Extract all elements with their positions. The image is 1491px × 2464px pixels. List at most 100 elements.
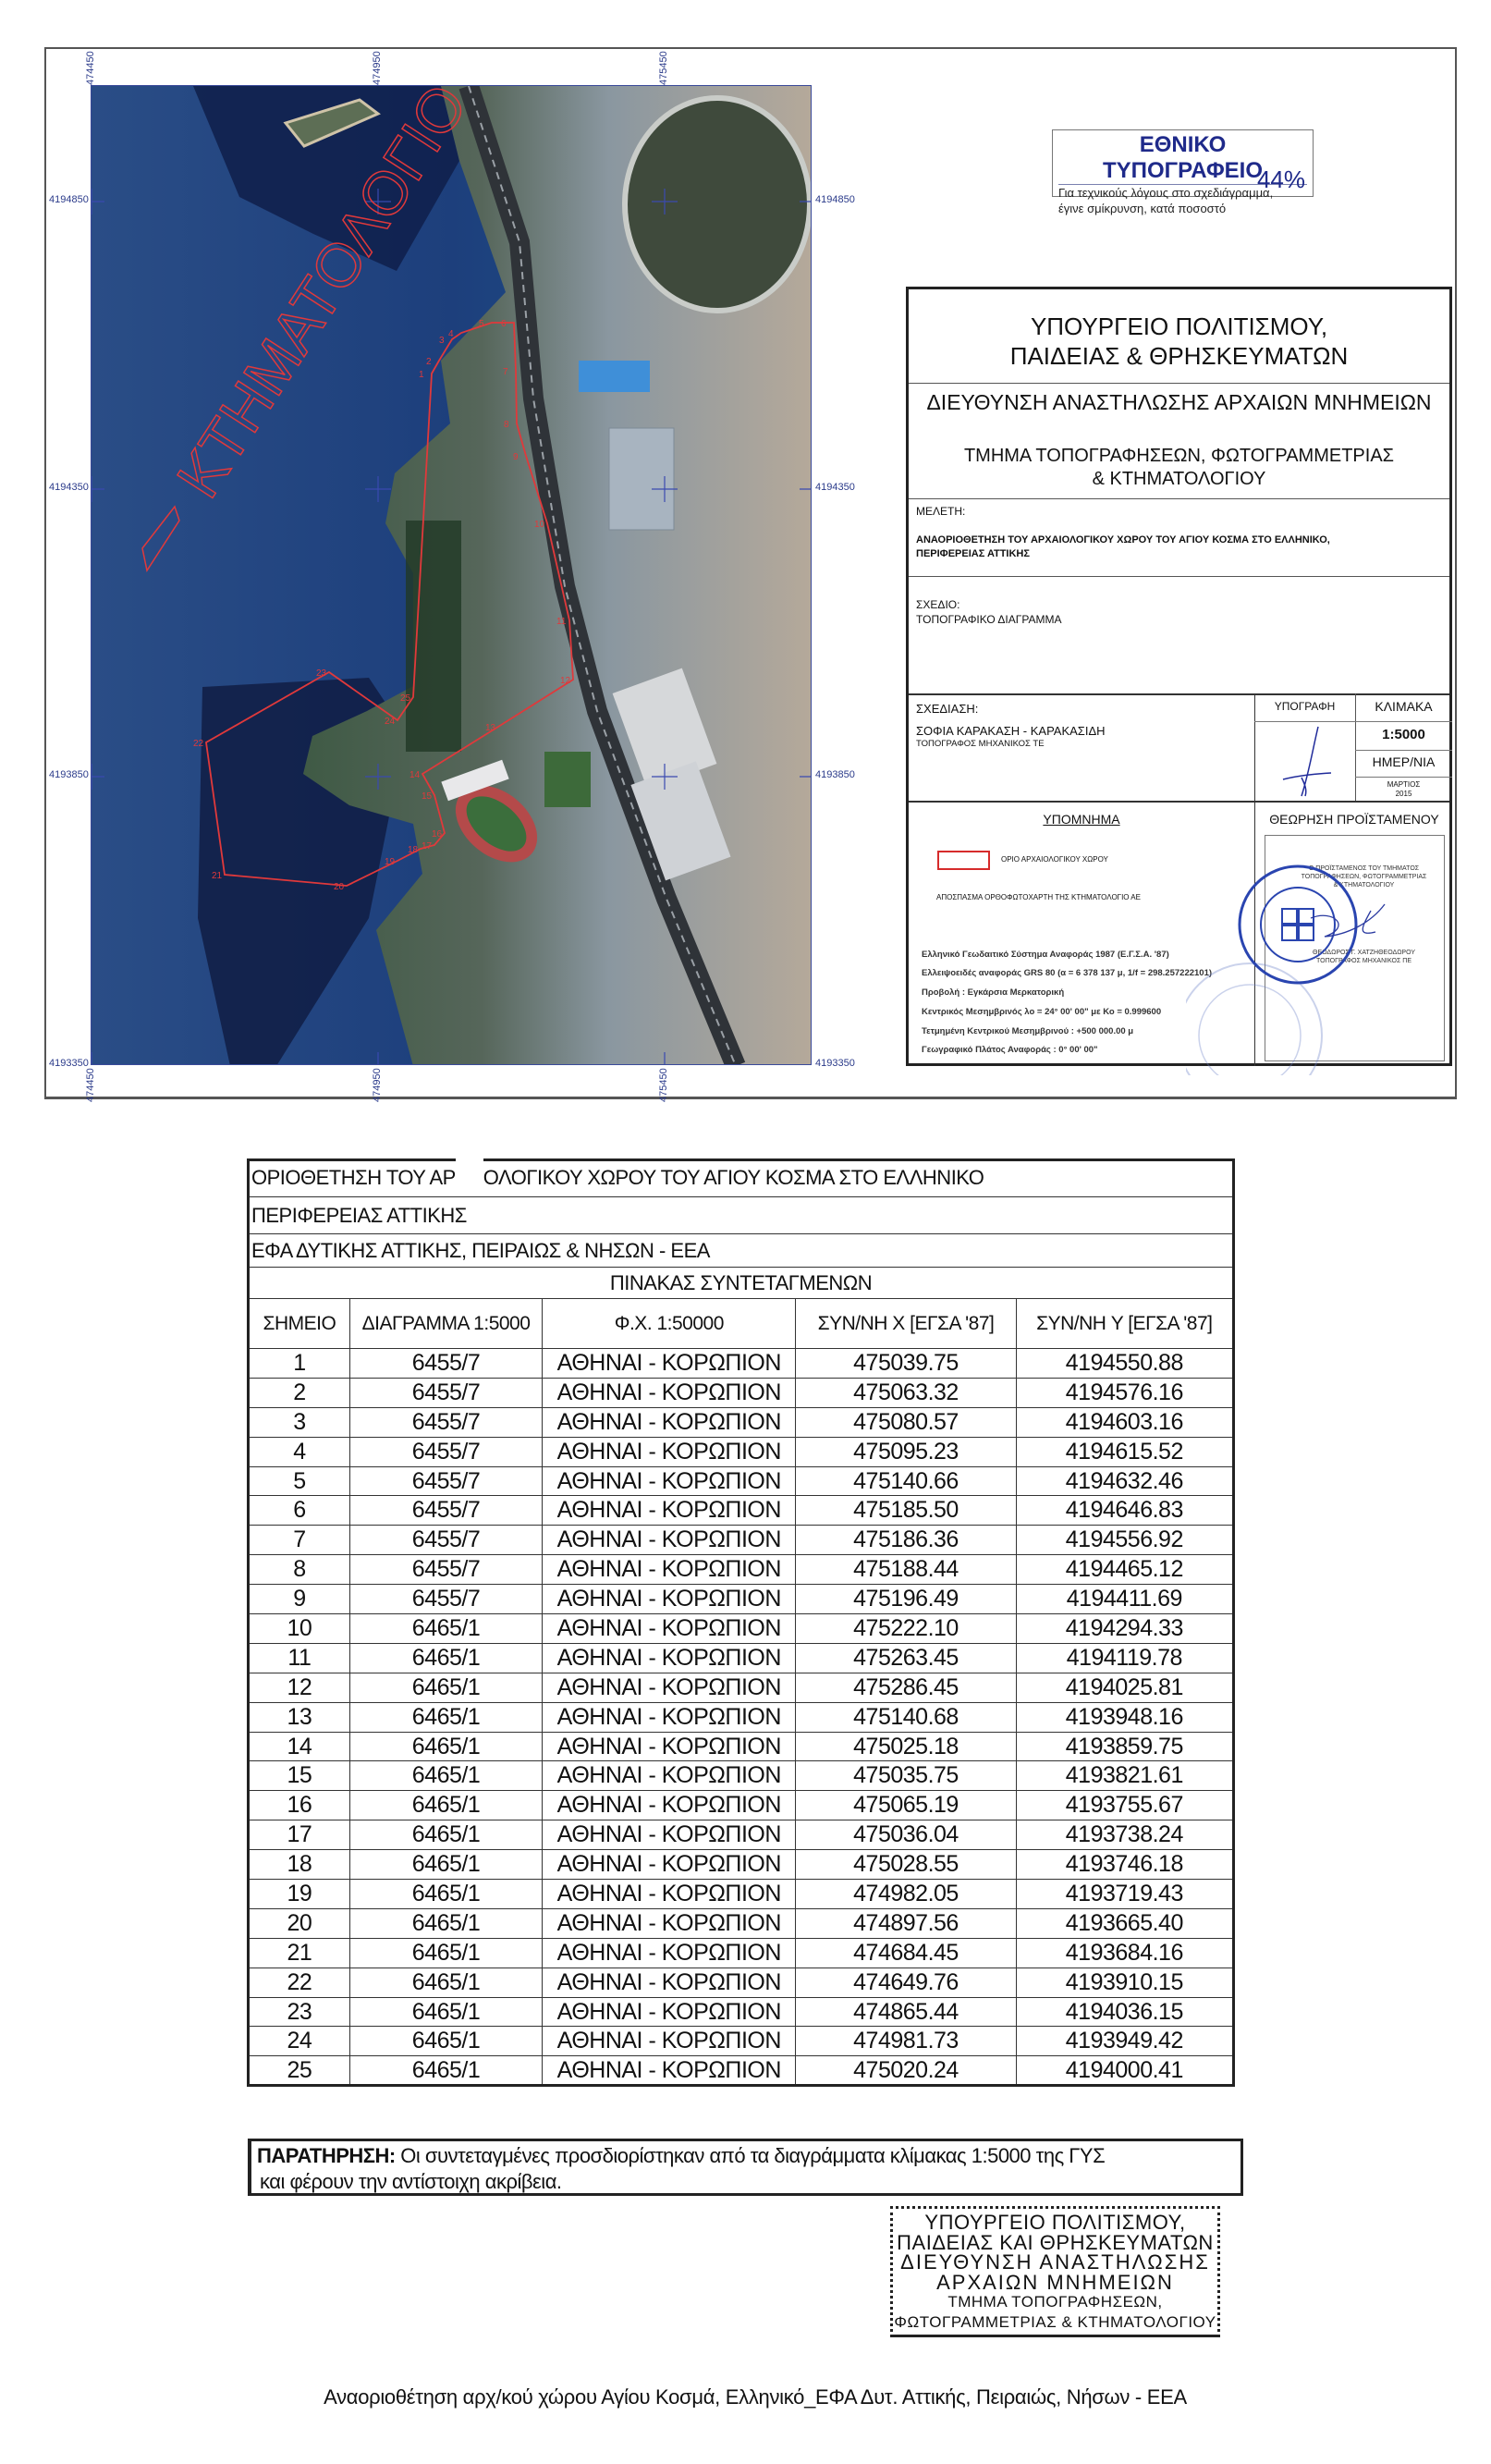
- grid-crosshair: [652, 476, 678, 502]
- cell-y: 4193665.40: [1015, 1907, 1235, 1939]
- geodetic-info-line: Τετμημένη Κεντρικού Μεσημβρινού : +500 0…: [922, 1026, 1134, 1036]
- cell-y: 4193859.75: [1015, 1731, 1235, 1762]
- cell-diagram: 6455/7: [348, 1465, 544, 1497]
- cell-x: 475080.57: [795, 1406, 1017, 1438]
- scale-label: ΚΛΙΜΑΚΑ: [1375, 699, 1433, 714]
- cell-x: 475035.75: [795, 1760, 1017, 1792]
- cell-map-sheet: ΑΘΗΝΑΙ - ΚΟΡΩΠΙΟΝ: [542, 1820, 797, 1851]
- cell-x: 475263.45: [795, 1642, 1017, 1673]
- cell-diagram: 6465/1: [348, 1820, 544, 1851]
- geodetic-info-line: Ελληνικό Γεωδαιτικό Σύστημα Αναφοράς 198…: [922, 950, 1169, 960]
- grid-crosshair: [365, 189, 391, 215]
- cell-diagram: 6465/1: [348, 1731, 544, 1762]
- cell-diagram: 6455/7: [348, 1377, 544, 1408]
- cell-x: 475063.32: [795, 1377, 1017, 1408]
- cell-x: 475140.68: [795, 1701, 1017, 1733]
- table-ephorate: ΕΦΑ ΔΥΤΙΚΗΣ ΑΤΤΙΚΗΣ, ΠΕΙΡΑΙΩΣ & ΝΗΣΩΝ - …: [248, 1233, 1234, 1268]
- cell-y: 4193910.15: [1015, 1967, 1235, 1998]
- y-label-left: 4194850: [49, 194, 89, 205]
- boundary-point-label: 6: [501, 319, 507, 329]
- cell-x: 474897.56: [795, 1907, 1017, 1939]
- cell-point: 21: [248, 1937, 350, 1968]
- cell-x: 475039.75: [795, 1348, 1017, 1379]
- cell-point: 17: [248, 1820, 350, 1851]
- cell-y: 4194550.88: [1015, 1348, 1235, 1379]
- cell-point: 6: [248, 1495, 350, 1526]
- cell-x: 475188.44: [795, 1554, 1017, 1586]
- cell-map-sheet: ΑΘΗΝΑΙ - ΚΟΡΩΠΙΟΝ: [542, 1377, 797, 1408]
- table-row: 7 6455/7 ΑΘΗΝΑΙ - ΚΟΡΩΠΙΟΝ 475186.36 4194556…: [248, 1525, 1235, 1556]
- cell-point: 20: [248, 1907, 350, 1939]
- x-label-bottom: 474950: [372, 1068, 383, 1102]
- grid-crosshair: [652, 189, 678, 215]
- cell-diagram: 6455/7: [348, 1495, 544, 1526]
- table-title-part2: ΟΛΟΓΙΚΟΥ ΧΩΡΟΥ ΤΟΥ ΑΓΙΟΥ ΚΟΣΜΑ ΣΤΟ ΕΛΛΗΝ…: [483, 1165, 984, 1189]
- cell-map-sheet: ΑΘΗΝΑΙ - ΚΟΡΩΠΙΟΝ: [542, 2055, 797, 2087]
- table-row: 13 6465/1 ΑΘΗΝΑΙ - ΚΟΡΩΠΙΟΝ 475140.68 419394…: [248, 1701, 1235, 1733]
- printing-notice-title: ΕΘΝΙΚΟ ΤΥΠΟΓΡΑΦΕΙΟ: [1058, 132, 1307, 185]
- cell-x: 475025.18: [795, 1731, 1017, 1762]
- head-title-lines: Ο ΠΡΟΪΣΤΑΜΕΝΟΣ ΤΟΥ ΤΜΗΜΑΤΟΣ ΤΟΠΟΓΡΑΦΗΣΕΩ…: [1278, 864, 1449, 889]
- cell-y: 4194556.92: [1015, 1525, 1235, 1556]
- cell-y: 4193719.43: [1015, 1879, 1235, 1909]
- geodetic-info-line: Γεωγραφικό Πλάτος Αναφοράς : 0° 00' 00": [922, 1045, 1098, 1055]
- coordinates-table: ΟΡΙΟΘΕΤΗΣΗ ΤΟΥ ΑΡ ΟΛΟΓΙΚΟΥ ΧΩΡΟΥ ΤΟΥ ΑΓΙΟ…: [247, 1158, 1235, 2088]
- cell-map-sheet: ΑΘΗΝΑΙ - ΚΟΡΩΠΙΟΝ: [542, 1642, 797, 1673]
- table-row: 16 6465/1 ΑΘΗΝΑΙ - ΚΟΡΩΠΙΟΝ 475065.19 419375…: [248, 1790, 1235, 1821]
- archaeological-site-boundary: [205, 322, 574, 887]
- cell-map-sheet: ΑΘΗΝΑΙ - ΚΟΡΩΠΙΟΝ: [542, 1967, 797, 1998]
- cell-y: 4194603.16: [1015, 1406, 1235, 1438]
- cell-x: 474982.05: [795, 1879, 1017, 1909]
- cell-y: 4194646.83: [1015, 1495, 1235, 1526]
- cell-x: 474649.76: [795, 1967, 1017, 1998]
- header-map-sheet: Φ.Χ. 1:50000: [542, 1298, 797, 1349]
- ministry-rubber-stamp: ΥΠΟΥΡΓΕΙΟ ΠΟΛΙΤΙΣΜΟΥ, ΠΑΙΔΕΙΑΣ ΚΑΙ ΘΡΗΣΚ…: [890, 2206, 1220, 2337]
- cell-map-sheet: ΑΘΗΝΑΙ - ΚΟΡΩΠΙΟΝ: [542, 1465, 797, 1497]
- grid-crosshair: [92, 764, 104, 790]
- racetrack-oval: [622, 95, 811, 313]
- map-sheet-frame: [44, 47, 1457, 1099]
- table-row: 9 6455/7 ΑΘΗΝΑΙ - ΚΟΡΩΠΙΟΝ 475196.49 4194411…: [248, 1584, 1235, 1615]
- cell-x: 474865.44: [795, 1996, 1017, 2028]
- boundary-point-label: 11: [556, 617, 567, 627]
- boundary-point-label: 24: [385, 717, 396, 727]
- cell-point: 11: [248, 1642, 350, 1673]
- date-month: ΜΑΡΤΙΟΣ: [1387, 780, 1421, 789]
- boundary-point-label: 2: [426, 357, 432, 367]
- cell-map-sheet: ΑΘΗΝΑΙ - ΚΟΡΩΠΙΟΝ: [542, 1907, 797, 1939]
- table-row: 14 6465/1 ΑΘΗΝΑΙ - ΚΟΡΩΠΙΟΝ 475025.18 419385…: [248, 1731, 1235, 1762]
- x-label-top: 475450: [658, 51, 669, 85]
- design-label: ΣΧΕΔΙΑΣΗ:: [916, 702, 979, 716]
- cell-map-sheet: ΑΘΗΝΑΙ - ΚΟΡΩΠΙΟΝ: [542, 1436, 797, 1467]
- cell-x: 475186.36: [795, 1525, 1017, 1556]
- date-year: 2015: [1395, 790, 1412, 798]
- stamp-line: ΦΩΤΟΓΡΑΜΜΕΤΡΙΑΣ & ΚΤΗΜΑΤΟΛΟΓΙΟΥ: [894, 2312, 1216, 2331]
- y-label-right: 4194350: [815, 482, 855, 493]
- title-block: ΥΠΟΥΡΓΕΙΟ ΠΟΛΙΤΙΣΜΟΥ, ΠΑΙΔΕΙΑΣ & ΘΡΗΣΚΕΥ…: [906, 287, 1452, 1075]
- x-label-bottom: 475450: [658, 1068, 669, 1102]
- table-row: 25 6465/1 ΑΘΗΝΑΙ - ΚΟΡΩΠΙΟΝ 475020.24 419400…: [248, 2055, 1235, 2087]
- legend-boundary-swatch: [937, 851, 990, 870]
- grid-crosshairs: [92, 189, 811, 1064]
- table-row: 15 6465/1 ΑΘΗΝΑΙ - ΚΟΡΩΠΙΟΝ 475035.75 419382…: [248, 1760, 1235, 1792]
- header-y: ΣΥΝ/ΝΗ Y [ΕΓΣΑ '87]: [1015, 1298, 1235, 1349]
- study-title-line2: ΠΕΡΙΦΕΡΕΙΑΣ ΑΤΤΙΚΗΣ: [916, 548, 1030, 559]
- head-name: ΘΕΟΔΩΡΟΣ Γ. ΧΑΤΖΗΘΕΟΔΩΡΟΥ: [1313, 950, 1415, 956]
- boundary-point-label: 7: [503, 367, 508, 377]
- cell-diagram: 6465/1: [348, 1642, 544, 1673]
- table-row: 4 6455/7 ΑΘΗΝΑΙ - ΚΟΡΩΠΙΟΝ 475095.23 4194615…: [248, 1436, 1235, 1467]
- boundary-point-label: 9: [513, 452, 519, 462]
- grid-crosshair: [800, 488, 811, 490]
- table-row: 21 6465/1 ΑΘΗΝΑΙ - ΚΟΡΩΠΙΟΝ 474684.45 419368…: [248, 1937, 1235, 1968]
- cell-map-sheet: ΑΘΗΝΑΙ - ΚΟΡΩΠΙΟΝ: [542, 2026, 797, 2057]
- cell-diagram: 6465/1: [348, 1937, 544, 1968]
- cell-x: 475065.19: [795, 1790, 1017, 1821]
- ministry-line1: ΥΠΟΥΡΓΕΙΟ ΠΟΛΙΤΙΣΜΟΥ,: [1030, 313, 1328, 340]
- cell-point: 15: [248, 1760, 350, 1792]
- cell-point: 23: [248, 1996, 350, 2028]
- boundary-point-label: 14: [409, 770, 421, 780]
- table-caption: ΠΙΝΑΚΑΣ ΣΥΝΤΕΤΑΓΜΕΝΩΝ: [248, 1267, 1234, 1299]
- boundary-point-label: 3: [439, 336, 445, 346]
- directorate: ΔΙΕΥΘΥΝΣΗ ΑΝΑΣΤΗΛΩΣΗΣ ΑΡΧΑΙΩΝ ΜΝΗΜΕΙΩΝ: [926, 390, 1432, 414]
- cell-x: 475028.55: [795, 1849, 1017, 1881]
